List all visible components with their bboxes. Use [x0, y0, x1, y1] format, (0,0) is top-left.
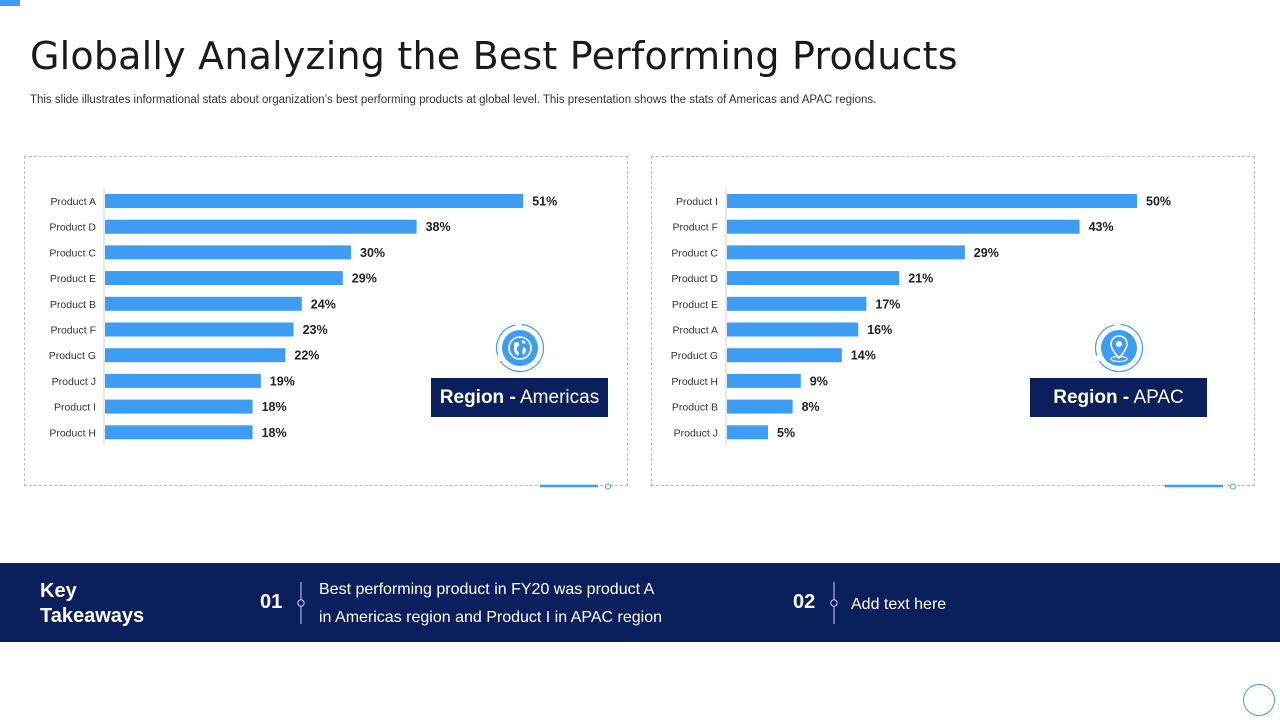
value-label: 18%: [262, 426, 287, 440]
value-label: 22%: [294, 349, 319, 363]
value-label: 9%: [810, 374, 828, 388]
category-label: Product A: [50, 196, 96, 208]
value-label: 51%: [532, 195, 557, 209]
bar: [105, 194, 524, 208]
value-label: 17%: [875, 297, 900, 311]
category-label: Product B: [672, 402, 718, 414]
category-label: Product D: [671, 273, 718, 285]
takeaway-number: 01: [260, 591, 283, 613]
takeaway-line: in Americas region and Product I in APAC…: [319, 609, 662, 626]
value-label: 23%: [303, 323, 328, 337]
apac-panel: Product I 50% Product F 43% Product C 29% Prod…: [651, 156, 1255, 486]
bar: [105, 373, 261, 388]
americas-panel: Product A 51% Product D 38% Product C 30% Prod…: [24, 156, 628, 486]
value-label: 14%: [851, 349, 876, 363]
bar: [105, 322, 294, 337]
category-label: Product D: [49, 222, 96, 234]
region-badge-name: Americas: [515, 386, 600, 408]
value-label: 38%: [426, 220, 451, 234]
bar: [727, 219, 1080, 234]
value-label: 19%: [270, 374, 295, 388]
region-badge-bold: Region -: [1053, 386, 1130, 408]
category-label: Product G: [49, 350, 96, 362]
value-label: 24%: [311, 297, 336, 311]
apac-bar-chart: Product I 50% Product F 43% Product C 29% Prod…: [671, 188, 1171, 446]
bar: [727, 271, 900, 286]
bar: [727, 322, 859, 337]
region-apac-badge: Region - APAC: [1030, 378, 1207, 417]
category-label: Product E: [672, 299, 718, 311]
value-label: 29%: [974, 246, 999, 260]
takeaway-divider: [297, 582, 305, 624]
bar: [105, 219, 417, 234]
category-label: Product C: [49, 247, 96, 259]
category-label: Product E: [50, 273, 96, 285]
location-pin-icon: [1094, 323, 1144, 373]
takeaway-text: Add text here: [851, 596, 947, 613]
globe-americas-icon: [495, 323, 545, 373]
bar: [727, 399, 793, 414]
category-label: Product F: [50, 325, 96, 337]
value-label: 50%: [1146, 195, 1171, 209]
takeaway-divider: [830, 582, 838, 624]
page-title: Globally Analyzing the Best Performing P…: [30, 34, 958, 78]
category-label: Product C: [671, 247, 718, 259]
bar: [727, 194, 1137, 208]
takeaway-text: Best performing product in FY20 was prod…: [319, 576, 662, 632]
takeaway-line: Best performing product in FY20 was prod…: [319, 581, 655, 598]
bar: [105, 348, 286, 363]
category-label: Product F: [672, 222, 718, 234]
region-badge-bold: Region -: [439, 386, 516, 408]
bar: [105, 245, 351, 260]
value-label: 16%: [867, 323, 892, 337]
category-label: Product A: [672, 325, 718, 337]
key-takeaways-band: Key Takeaways 01 Best performing product…: [0, 563, 1280, 642]
category-label: Product J: [52, 376, 96, 388]
value-label: 21%: [908, 272, 933, 286]
value-label: 18%: [262, 400, 287, 414]
americas-bar-chart: Product A 51% Product D 38% Product C 30% Prod…: [49, 188, 557, 446]
corner-circle-decoration: [1243, 684, 1275, 716]
value-label: 5%: [777, 426, 795, 440]
key-takeaways-title: Key Takeaways: [40, 580, 145, 627]
panel-decoration: [540, 483, 611, 490]
panel-decoration: [1165, 483, 1236, 490]
page-subtitle: This slide illustrates informational sta…: [30, 94, 877, 106]
bar: [727, 296, 867, 311]
category-label: Product H: [671, 376, 718, 388]
category-label: Product B: [50, 299, 96, 311]
category-label: Product I: [54, 402, 96, 414]
corner-accent-bar: [0, 0, 20, 6]
category-label: Product J: [674, 427, 718, 439]
bar: [727, 425, 768, 440]
bar: [105, 271, 343, 286]
bar: [727, 373, 801, 388]
bar: [105, 296, 302, 311]
value-label: 43%: [1089, 220, 1114, 234]
value-label: 8%: [802, 400, 820, 414]
bar: [727, 245, 965, 260]
bar: [105, 399, 253, 414]
region-badge-name: APAC: [1129, 386, 1184, 408]
region-americas-badge: Region - Americas: [431, 378, 608, 417]
category-label: Product I: [676, 196, 718, 208]
bar: [105, 425, 253, 440]
takeaway-number: 02: [793, 591, 816, 613]
category-label: Product G: [671, 350, 718, 362]
category-label: Product H: [49, 427, 96, 439]
value-label: 29%: [352, 272, 377, 286]
bar: [727, 348, 842, 363]
value-label: 30%: [360, 246, 385, 260]
